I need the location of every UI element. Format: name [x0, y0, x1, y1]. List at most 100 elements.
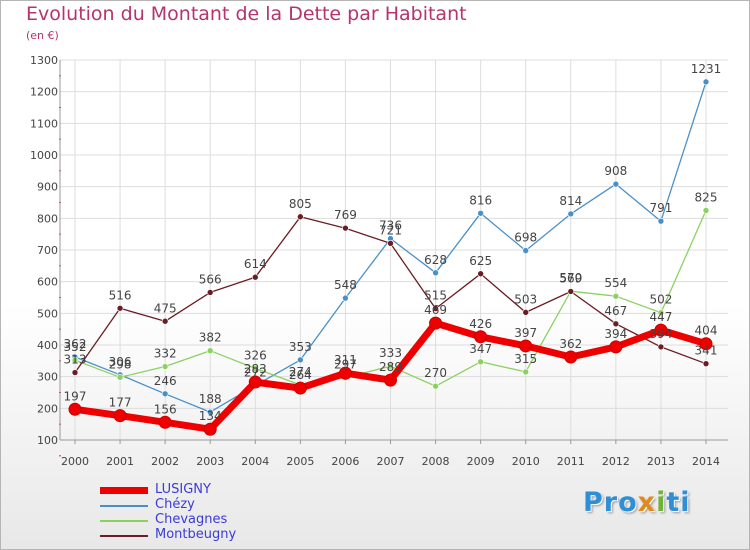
data-label: 332 — [154, 347, 177, 361]
y-tick-label: 1300 — [30, 54, 58, 67]
legend-item: Chézy — [100, 497, 360, 513]
data-label: 156 — [154, 402, 177, 416]
y-tick-label: 500 — [37, 307, 58, 320]
data-label: 503 — [514, 292, 537, 306]
data-label: 426 — [469, 317, 492, 331]
data-point — [297, 356, 304, 364]
data-point — [293, 381, 307, 395]
legend-swatch — [100, 534, 148, 537]
legend-label: LUSIGNY — [155, 482, 211, 497]
data-label: 306 — [109, 355, 132, 369]
y-tick-label: 200 — [37, 402, 58, 415]
data-label: 289 — [379, 360, 402, 374]
data-label: 736 — [379, 219, 402, 233]
data-point — [567, 210, 575, 218]
x-tick-label: 2012 — [602, 455, 630, 468]
data-point — [206, 408, 214, 416]
data-label: 298 — [109, 357, 132, 371]
x-tick-label: 2008 — [422, 455, 450, 468]
data-label: 791 — [649, 201, 672, 215]
data-point — [657, 217, 665, 225]
data-point — [387, 240, 394, 247]
y-tick-label: 800 — [37, 212, 58, 225]
data-label: 515 — [424, 289, 447, 303]
data-label: 326 — [244, 348, 267, 362]
proxiti-logo: Proxiti — [583, 487, 691, 518]
data-point — [71, 356, 79, 364]
legend-swatch — [100, 504, 148, 507]
legend-label: Chevagnes — [155, 512, 228, 527]
data-point — [609, 340, 623, 354]
data-point — [702, 78, 710, 86]
data-label: 311 — [334, 353, 357, 367]
data-label: 272 — [244, 366, 267, 380]
data-point — [564, 350, 578, 364]
x-tick-label: 2002 — [151, 455, 179, 468]
y-tick-label: 600 — [37, 276, 58, 289]
data-label: 352 — [64, 340, 87, 354]
data-point — [432, 269, 439, 277]
data-label: 698 — [514, 231, 537, 245]
data-label: 516 — [109, 288, 132, 302]
data-label: 283 — [244, 362, 267, 376]
data-label: 404 — [695, 324, 718, 338]
x-tick-label: 2006 — [331, 455, 359, 468]
data-point — [657, 309, 665, 317]
x-tick-label: 2001 — [106, 455, 134, 468]
data-point — [68, 402, 82, 416]
x-tick-label: 2014 — [692, 455, 720, 468]
y-tick-label: 400 — [37, 339, 58, 352]
x-tick-label: 2007 — [377, 455, 405, 468]
data-label: 469 — [424, 303, 447, 317]
x-tick-label: 2013 — [647, 455, 675, 468]
data-label: 394 — [604, 327, 627, 341]
data-label: 447 — [649, 310, 672, 324]
data-point — [567, 288, 575, 295]
data-label: 1231 — [691, 62, 722, 76]
data-label: 333 — [379, 346, 402, 360]
data-label: 467 — [604, 304, 627, 318]
data-point — [702, 360, 710, 367]
chart-title: Evolution du Montant de la Dette par Hab… — [26, 3, 467, 25]
y-tick-label: 1000 — [30, 149, 58, 162]
data-label: 805 — [289, 197, 312, 211]
data-point — [161, 390, 169, 398]
data-point — [338, 366, 352, 380]
data-label: 177 — [109, 396, 132, 410]
data-label: 721 — [379, 223, 402, 237]
data-point — [654, 323, 668, 337]
legend-item: LUSIGNY — [100, 482, 360, 498]
data-point — [203, 422, 217, 436]
data-label: 188 — [199, 392, 222, 406]
y-tick-label: 1100 — [30, 117, 58, 130]
data-label: 566 — [199, 272, 222, 286]
data-point — [702, 207, 710, 214]
data-label: 313 — [64, 353, 87, 367]
data-label: 274 — [289, 365, 312, 379]
data-label: 362 — [559, 337, 582, 351]
data-point — [432, 382, 439, 390]
data-point — [251, 273, 259, 281]
data-label: 825 — [695, 190, 718, 204]
data-point — [657, 343, 665, 351]
y-tick-label: 300 — [37, 371, 58, 384]
data-point — [522, 368, 530, 376]
data-point — [477, 358, 484, 366]
chart-legend: LUSIGNY Chézy Chevagnes Montbeugny — [100, 482, 360, 543]
data-point — [161, 317, 169, 325]
data-label: 341 — [695, 344, 718, 358]
data-label: 246 — [154, 374, 177, 388]
data-point — [206, 289, 214, 296]
data-label: 270 — [424, 366, 447, 380]
data-point — [384, 373, 397, 387]
data-label: 382 — [199, 331, 222, 345]
data-label: 628 — [424, 253, 447, 267]
data-label: 347 — [469, 342, 492, 356]
data-point — [429, 316, 443, 330]
data-label: 908 — [604, 164, 627, 178]
y-tick-label: 700 — [37, 244, 58, 257]
data-label: 475 — [154, 301, 177, 315]
data-label: 502 — [649, 293, 672, 307]
x-tick-label: 2010 — [512, 455, 540, 468]
